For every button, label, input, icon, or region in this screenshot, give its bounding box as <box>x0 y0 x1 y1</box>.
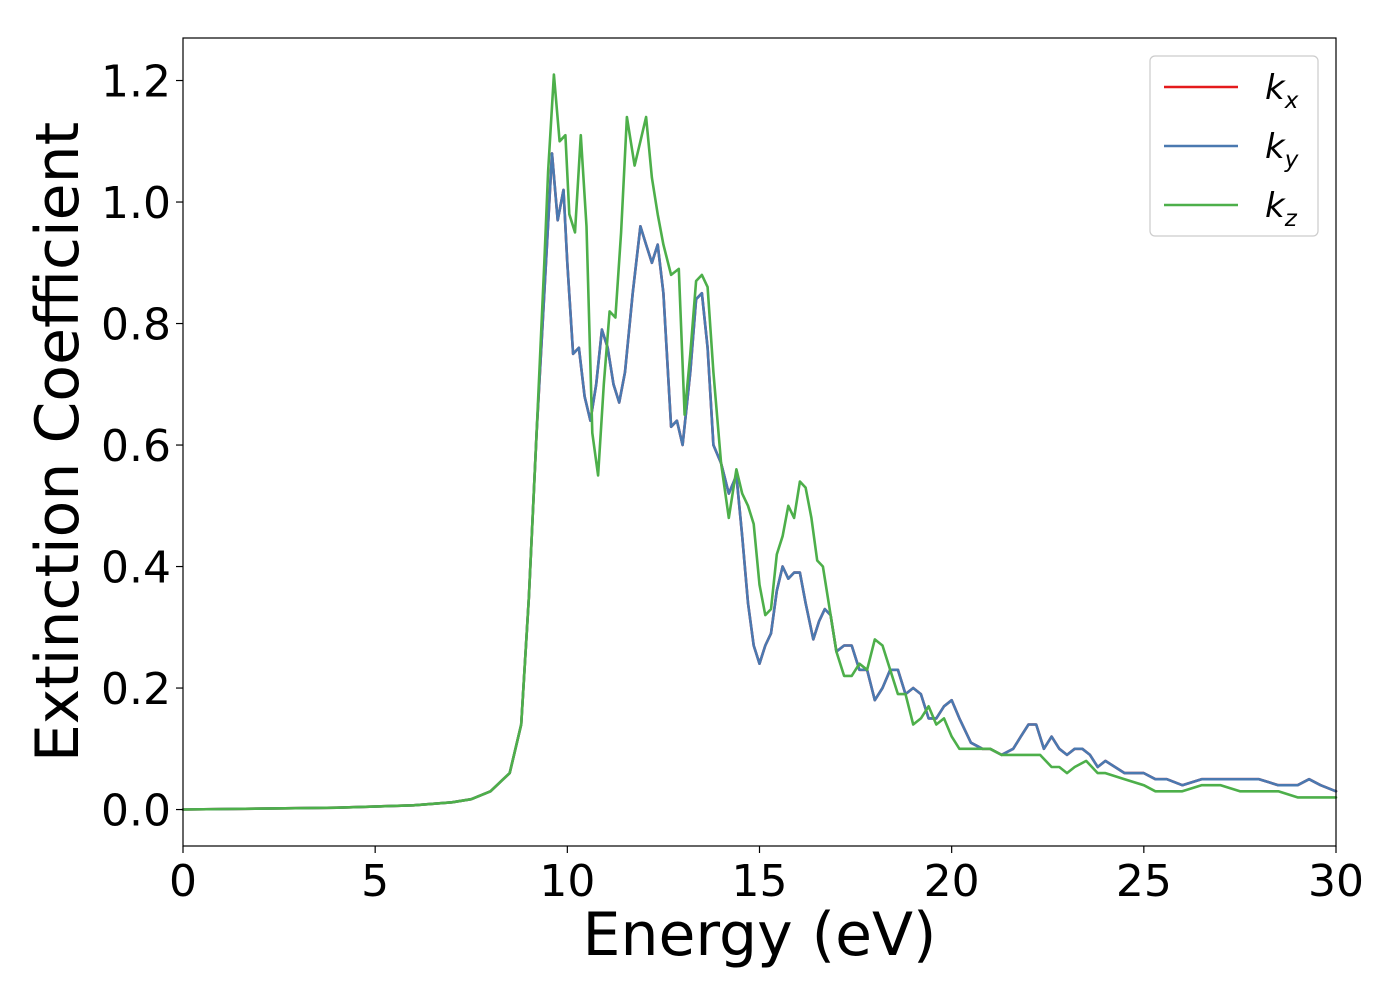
x-tick-label: 20 <box>924 856 980 907</box>
x-tick-label: 15 <box>732 856 788 907</box>
y-tick-label: 0.8 <box>101 300 171 351</box>
series-line-x <box>181 152 1338 811</box>
y-tick-label: 0.0 <box>101 786 171 837</box>
y-axis: 0.0 0.2 0.4 0.6 0.8 1.0 1.2 <box>101 57 183 837</box>
y-tick-label: 0.6 <box>101 421 171 472</box>
series-line-y <box>181 152 1338 811</box>
y-tick-label: 0.2 <box>101 664 171 715</box>
y-tick-label: 1.0 <box>101 178 171 229</box>
y-axis-label: Extinction Coefficient <box>23 122 93 762</box>
series-line-z <box>181 73 1338 811</box>
x-tick-label: 10 <box>539 856 595 907</box>
x-axis: 0 5 10 15 20 25 30 <box>169 846 1364 907</box>
x-tick-label: 0 <box>169 856 197 907</box>
x-axis-label: Energy (eV) <box>583 900 937 970</box>
x-tick-label: 5 <box>361 856 389 907</box>
x-tick-label: 25 <box>1116 856 1172 907</box>
y-tick-label: 1.2 <box>101 57 171 108</box>
series-layer <box>181 73 1338 811</box>
x-tick-label: 30 <box>1308 856 1364 907</box>
y-tick-label: 0.4 <box>101 543 171 594</box>
